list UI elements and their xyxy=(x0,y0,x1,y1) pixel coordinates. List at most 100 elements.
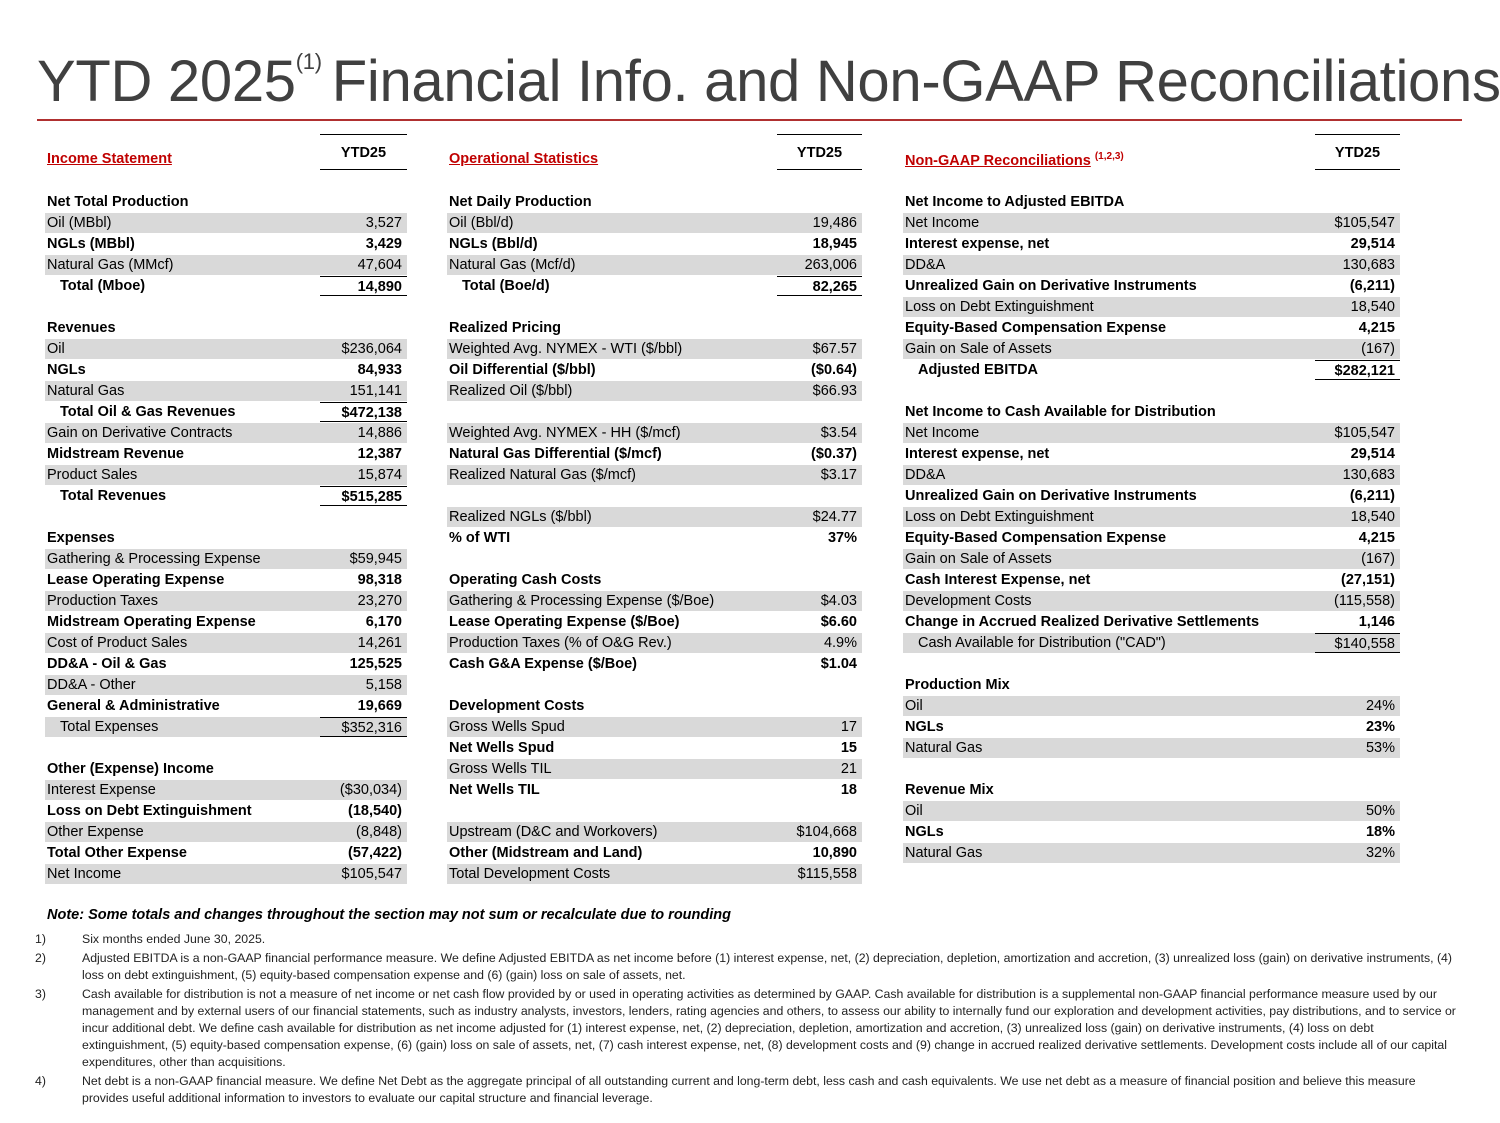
table-row: Total (Boe/d) 82,265 xyxy=(447,276,862,296)
panel-title: Operational Statistics xyxy=(449,151,598,167)
row-label: Total Expenses xyxy=(60,719,159,735)
row-label: Equity-Based Compensation Expense xyxy=(905,320,1167,336)
row-label: General & Administrative xyxy=(47,698,220,714)
panel-title-text: Operational Statistics xyxy=(449,151,599,167)
row-value: 17 xyxy=(840,719,857,735)
footnote-number: 1) xyxy=(35,932,46,946)
row-label: Total Development Costs xyxy=(449,866,611,882)
table-row: DD&A 130,683 xyxy=(903,465,1400,485)
table-row: Product Sales 15,874 xyxy=(45,465,407,485)
table-row: Weighted Avg. NYMEX - HH ($/mcf) $3.54 xyxy=(447,423,862,443)
table-row: NGLs (Bbl/d) 18,945 xyxy=(447,234,862,254)
row-value: $282,121 xyxy=(1315,360,1400,380)
row-value: $105,547 xyxy=(341,866,402,882)
row-label: Development Costs xyxy=(905,593,1032,609)
footnote: 3) Cash available for distribution is not… xyxy=(35,986,1460,1071)
table-row: Realized Natural Gas ($/mcf) $3.17 xyxy=(447,465,862,485)
table-row: % of WTI 37% xyxy=(447,528,862,548)
table-row: Total Oil & Gas Revenues $472,138 xyxy=(45,402,407,422)
row-label: Realized Natural Gas ($/mcf) xyxy=(449,467,636,483)
row-label: Unrealized Gain on Derivative Instrument… xyxy=(905,488,1197,504)
table-row: NGLs 23% xyxy=(903,717,1400,737)
row-value: 3,429 xyxy=(365,236,402,252)
row-label: Weighted Avg. NYMEX - WTI ($/bbl) xyxy=(449,341,683,357)
row-label: Loss on Debt Extinguishment xyxy=(905,509,1094,525)
table-row: Unrealized Gain on Derivative Instrument… xyxy=(903,486,1400,506)
row-label: Gross Wells Spud xyxy=(449,719,565,735)
table-row: Natural Gas 53% xyxy=(903,738,1400,758)
row-label: Unrealized Gain on Derivative Instrument… xyxy=(905,278,1197,294)
row-label: DD&A xyxy=(905,467,946,483)
table-row: Equity-Based Compensation Expense 4,215 xyxy=(903,318,1400,338)
row-label: Net Income xyxy=(47,866,122,882)
row-value: $352,316 xyxy=(320,717,407,737)
table-row: Cash Available for Distribution ("CAD") $… xyxy=(903,633,1400,653)
table-row: Gross Wells Spud 17 xyxy=(447,717,862,737)
title-rule xyxy=(37,119,1462,121)
section-heading: Revenue Mix xyxy=(905,782,994,798)
row-label: Net Wells Spud xyxy=(449,740,555,756)
row-label: NGLs xyxy=(47,362,86,378)
row-value: 18 xyxy=(840,782,857,798)
row-value: $472,138 xyxy=(320,402,407,422)
footnote: 2) Adjusted EBITDA is a non-GAAP financia… xyxy=(35,950,1460,984)
table-row: Gathering & Processing Expense $59,945 xyxy=(45,549,407,569)
row-label: Natural Gas Differential ($/mcf) xyxy=(449,446,662,462)
panel-title-superscript: (1,2,3) xyxy=(1094,151,1124,162)
row-label: Production Taxes xyxy=(47,593,158,609)
table-row: Adjusted EBITDA $282,121 xyxy=(903,360,1400,380)
table-row: Loss on Debt Extinguishment (18,540) xyxy=(45,801,407,821)
table-row: DD&A - Other 5,158 xyxy=(45,675,407,695)
section-heading: Operating Cash Costs xyxy=(449,572,602,588)
row-value: 84,933 xyxy=(357,362,402,378)
row-label: Interest expense, net xyxy=(905,236,1050,252)
row-value: 18,540 xyxy=(1350,299,1395,315)
row-value: (167) xyxy=(1361,341,1395,357)
row-label: Equity-Based Compensation Expense xyxy=(905,530,1167,546)
row-label: Oil xyxy=(905,698,923,714)
table-row: NGLs 18% xyxy=(903,822,1400,842)
table-row: NGLs (MBbl) 3,429 xyxy=(45,234,407,254)
row-value: (167) xyxy=(1361,551,1395,567)
footnote-number: 3) xyxy=(35,987,46,1001)
row-label: Net Income xyxy=(905,215,980,231)
row-value: $105,547 xyxy=(1334,425,1395,441)
table-row: Net Wells Spud 15 xyxy=(447,738,862,758)
row-label: Cash Interest Expense, net xyxy=(905,572,1091,588)
table-row: Realized NGLs ($/bbl) $24.77 xyxy=(447,507,862,527)
row-value: ($0.64) xyxy=(811,362,857,378)
row-label: Oil Differential ($/bbl) xyxy=(449,362,596,378)
row-label: Natural Gas xyxy=(905,845,983,861)
section-heading: Production Mix xyxy=(905,677,1010,693)
row-value: 47,604 xyxy=(357,257,402,273)
row-value: 18% xyxy=(1365,824,1395,840)
row-value: 5,158 xyxy=(365,677,402,693)
row-label: Oil xyxy=(905,803,923,819)
slide-title: YTD 2025(1) Financial Info. and Non-GAAP … xyxy=(37,48,1500,115)
table-row: Realized Oil ($/bbl) $66.93 xyxy=(447,381,862,401)
footnote-text: Cash available for distribution is not a… xyxy=(82,987,1456,1069)
table-row: Cost of Product Sales 14,261 xyxy=(45,633,407,653)
row-value: $67.57 xyxy=(812,341,857,357)
row-label: Interest expense, net xyxy=(905,446,1050,462)
row-value: 14,886 xyxy=(357,425,402,441)
row-value: $105,547 xyxy=(1334,215,1395,231)
table-row: Equity-Based Compensation Expense 4,215 xyxy=(903,528,1400,548)
row-value: 4,215 xyxy=(1358,320,1395,336)
row-label: Net Income xyxy=(905,425,980,441)
table-row: General & Administrative 19,669 xyxy=(45,696,407,716)
row-label: DD&A - Other xyxy=(47,677,136,693)
note: Note: Some totals and changes throughout… xyxy=(47,907,731,923)
row-label: Gain on Derivative Contracts xyxy=(47,425,233,441)
table-row: Interest expense, net 29,514 xyxy=(903,234,1400,254)
footnote-text: Net debt is a non-GAAP financial measure… xyxy=(82,1074,1416,1105)
row-value: 263,006 xyxy=(804,257,857,273)
row-label: Total (Mboe) xyxy=(60,278,146,294)
row-value: 32% xyxy=(1365,845,1395,861)
table-row: Production Taxes (% of O&G Rev.) 4.9% xyxy=(447,633,862,653)
row-label: Loss on Debt Extinguishment xyxy=(47,803,252,819)
table-row: Loss on Debt Extinguishment 18,540 xyxy=(903,297,1400,317)
row-value: $104,668 xyxy=(796,824,857,840)
table-row: Unrealized Gain on Derivative Instrument… xyxy=(903,276,1400,296)
row-label: Natural Gas (Mcf/d) xyxy=(449,257,576,273)
